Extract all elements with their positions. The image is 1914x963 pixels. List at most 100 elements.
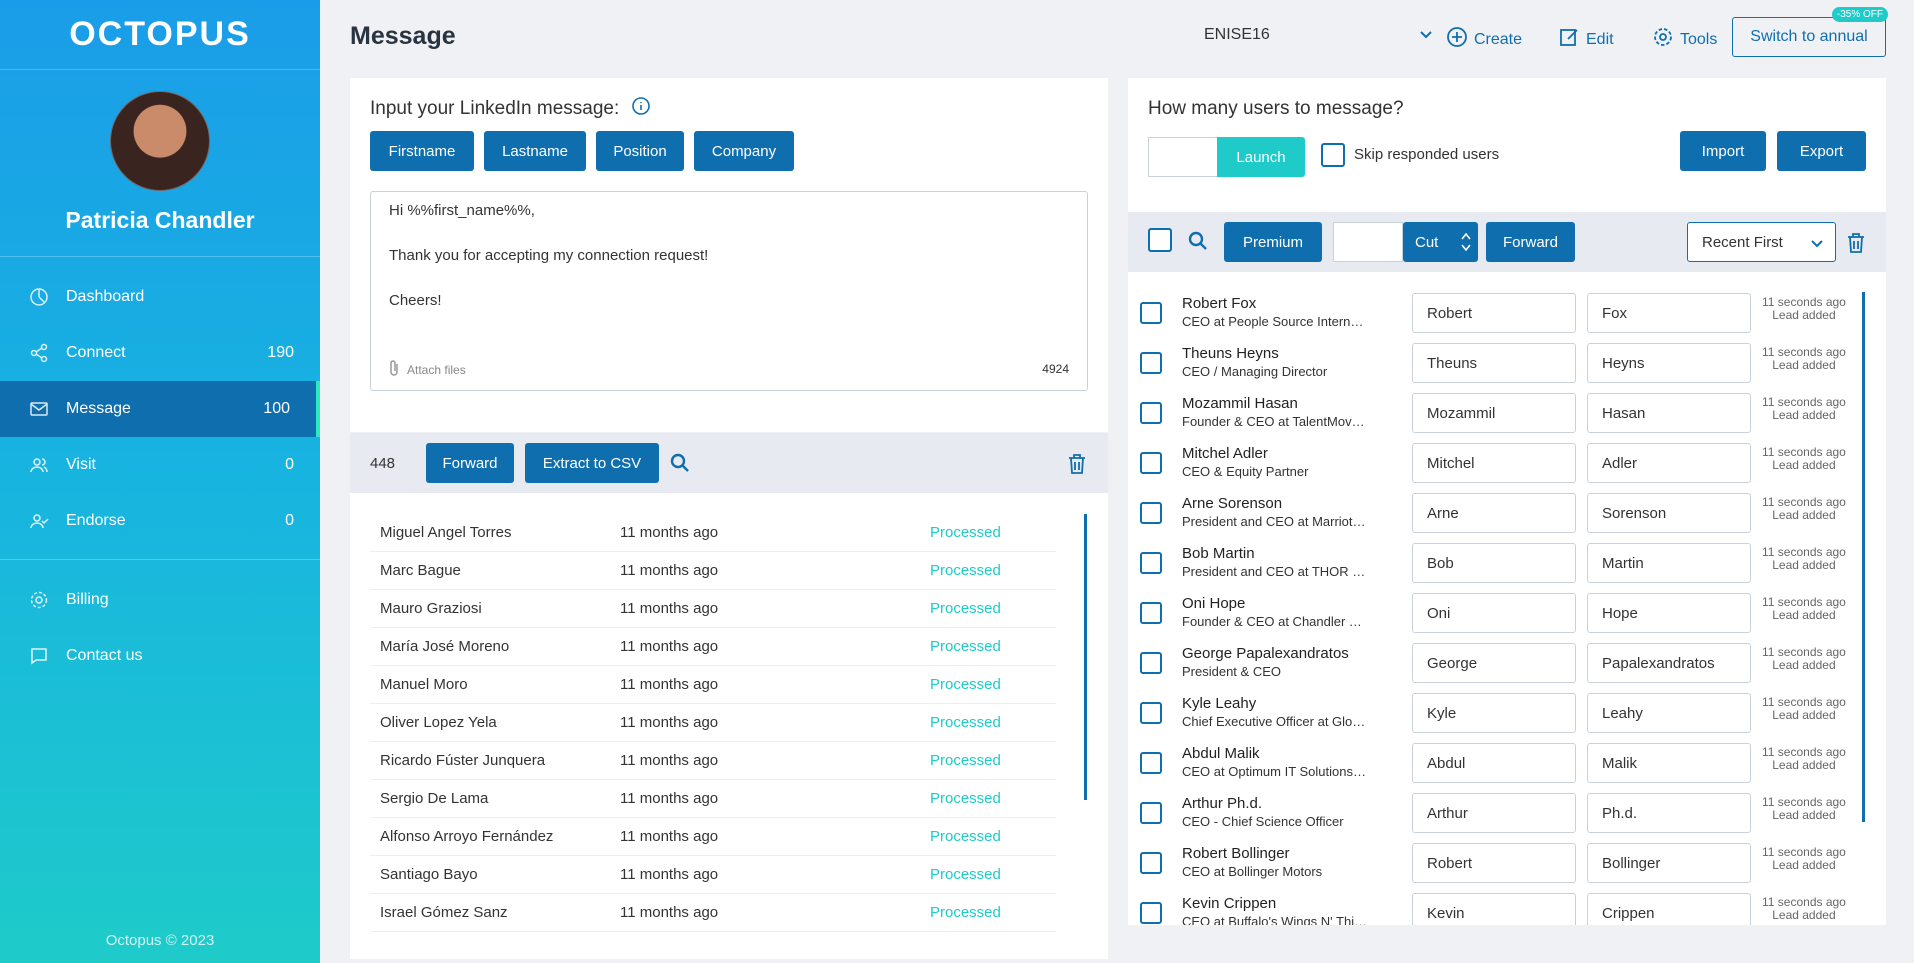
user-checkbox[interactable]: [1140, 602, 1162, 624]
list-item[interactable]: Israel Gómez Sanz 11 months ago Processed: [370, 894, 1056, 932]
info-icon[interactable]: [631, 96, 651, 122]
last-name-field[interactable]: Fox: [1587, 293, 1751, 333]
list-item[interactable]: Alfonso Arroyo Fernández 11 months ago Pro…: [370, 818, 1056, 856]
first-name-field[interactable]: Bob: [1412, 543, 1576, 583]
first-name-field[interactable]: George: [1412, 643, 1576, 683]
last-name-field[interactable]: Papalexandratos: [1587, 643, 1751, 683]
last-name-field[interactable]: Adler: [1587, 443, 1751, 483]
octopus-logo[interactable]: OCTOPUS: [0, 0, 320, 70]
trash-icon[interactable]: [1846, 232, 1866, 259]
variable-company-button[interactable]: Company: [694, 131, 794, 171]
last-name-field[interactable]: Bollinger: [1587, 843, 1751, 883]
sidebar-item-dashboard[interactable]: Dashboard: [0, 269, 320, 325]
last-name-field[interactable]: Leahy: [1587, 693, 1751, 733]
last-name-field[interactable]: Hope: [1587, 593, 1751, 633]
user-name[interactable]: Abdul Malik: [1182, 745, 1260, 762]
trash-icon[interactable]: [1067, 453, 1087, 480]
sidebar-item-message[interactable]: Message 100: [0, 381, 320, 437]
first-name-field[interactable]: Arne: [1412, 493, 1576, 533]
last-name-field[interactable]: Malik: [1587, 743, 1751, 783]
sidebar-item-endorse[interactable]: Endorse 0: [0, 493, 320, 549]
variable-firstname-button[interactable]: Firstname: [370, 131, 474, 171]
scrollbar[interactable]: [1084, 514, 1087, 800]
user-name[interactable]: Bob Martin: [1182, 545, 1255, 562]
user-name[interactable]: Mitchel Adler: [1182, 445, 1268, 462]
user-name[interactable]: Arthur Ph.d.: [1182, 795, 1263, 812]
last-name-field[interactable]: Heyns: [1587, 343, 1751, 383]
user-name[interactable]: Arne Sorenson: [1182, 495, 1283, 512]
cut-button[interactable]: Cut: [1403, 222, 1478, 262]
launch-button[interactable]: Launch: [1217, 137, 1305, 177]
user-checkbox[interactable]: [1140, 902, 1162, 924]
avatar[interactable]: [110, 91, 210, 191]
user-name[interactable]: Kyle Leahy: [1182, 695, 1257, 712]
attach-files-button[interactable]: Attach files: [387, 359, 466, 380]
stepper-arrows-icon[interactable]: [1460, 230, 1472, 258]
user-checkbox[interactable]: [1140, 652, 1162, 674]
scrollbar[interactable]: [1862, 292, 1865, 822]
user-checkbox[interactable]: [1140, 852, 1162, 874]
list-item[interactable]: Ricardo Fúster Junquera 11 months ago Proc…: [370, 742, 1056, 780]
first-name-field[interactable]: Kyle: [1412, 693, 1576, 733]
last-name-field[interactable]: Sorenson: [1587, 493, 1751, 533]
search-icon[interactable]: [1187, 230, 1209, 257]
last-name-field[interactable]: Hasan: [1587, 393, 1751, 433]
export-button[interactable]: Export: [1777, 131, 1866, 171]
sidebar-item-contact[interactable]: Contact us: [0, 628, 320, 684]
user-checkbox[interactable]: [1140, 352, 1162, 374]
user-checkbox[interactable]: [1140, 552, 1162, 574]
list-item[interactable]: Sergio De Lama 11 months ago Processed: [370, 780, 1056, 818]
tools-button[interactable]: Tools: [1652, 26, 1717, 53]
list-item[interactable]: Miguel Angel Torres 11 months ago Processe…: [370, 514, 1056, 552]
user-name[interactable]: Theuns Heyns: [1182, 345, 1279, 362]
user-name[interactable]: Robert Fox: [1182, 295, 1257, 312]
account-select[interactable]: ENISE16: [1204, 26, 1434, 47]
skip-responded-checkbox[interactable]: [1321, 143, 1345, 167]
list-item[interactable]: Marc Bague 11 months ago Processed: [370, 552, 1056, 590]
sidebar-item-billing[interactable]: Billing: [0, 572, 320, 628]
list-item[interactable]: Manuel Moro 11 months ago Processed: [370, 666, 1056, 704]
first-name-field[interactable]: Oni: [1412, 593, 1576, 633]
last-name-field[interactable]: Crippen: [1587, 893, 1751, 925]
sidebar-item-visit[interactable]: Visit 0: [0, 437, 320, 493]
first-name-field[interactable]: Robert: [1412, 843, 1576, 883]
user-checkbox[interactable]: [1140, 402, 1162, 424]
edit-button[interactable]: Edit: [1558, 26, 1614, 53]
forward-button[interactable]: Forward: [426, 443, 514, 483]
last-name-field[interactable]: Ph.d.: [1587, 793, 1751, 833]
variable-position-button[interactable]: Position: [596, 131, 684, 171]
sidebar-item-connect[interactable]: Connect 190: [0, 325, 320, 381]
list-item[interactable]: María José Moreno 11 months ago Processed: [370, 628, 1056, 666]
first-name-field[interactable]: Kevin: [1412, 893, 1576, 925]
import-button[interactable]: Import: [1680, 131, 1766, 171]
first-name-field[interactable]: Robert: [1412, 293, 1576, 333]
first-name-field[interactable]: Mozammil: [1412, 393, 1576, 433]
user-name[interactable]: Robert Bollinger: [1182, 845, 1290, 862]
sort-select[interactable]: Recent First: [1687, 222, 1836, 262]
user-name[interactable]: Kevin Crippen: [1182, 895, 1277, 912]
user-checkbox[interactable]: [1140, 802, 1162, 824]
premium-button[interactable]: Premium: [1224, 222, 1322, 262]
first-name-field[interactable]: Arthur: [1412, 793, 1576, 833]
list-item[interactable]: Mauro Graziosi 11 months ago Processed: [370, 590, 1056, 628]
cut-count-input[interactable]: [1333, 222, 1403, 262]
list-item[interactable]: Oliver Lopez Yela 11 months ago Processed: [370, 704, 1056, 742]
forward-users-button[interactable]: Forward: [1486, 222, 1575, 262]
user-checkbox[interactable]: [1140, 502, 1162, 524]
user-checkbox[interactable]: [1140, 302, 1162, 324]
first-name-field[interactable]: Theuns: [1412, 343, 1576, 383]
extract-csv-button[interactable]: Extract to CSV: [525, 443, 659, 483]
user-name[interactable]: Mozammil Hasan: [1182, 395, 1298, 412]
user-count-input[interactable]: [1148, 137, 1218, 177]
switch-to-annual-button[interactable]: Switch to annual -35% OFF: [1732, 7, 1888, 57]
select-all-checkbox[interactable]: [1148, 228, 1172, 252]
user-checkbox[interactable]: [1140, 702, 1162, 724]
create-button[interactable]: Create: [1446, 26, 1522, 53]
first-name-field[interactable]: Abdul: [1412, 743, 1576, 783]
last-name-field[interactable]: Martin: [1587, 543, 1751, 583]
first-name-field[interactable]: Mitchel: [1412, 443, 1576, 483]
user-checkbox[interactable]: [1140, 752, 1162, 774]
user-checkbox[interactable]: [1140, 452, 1162, 474]
variable-lastname-button[interactable]: Lastname: [484, 131, 586, 171]
search-icon[interactable]: [669, 452, 691, 479]
